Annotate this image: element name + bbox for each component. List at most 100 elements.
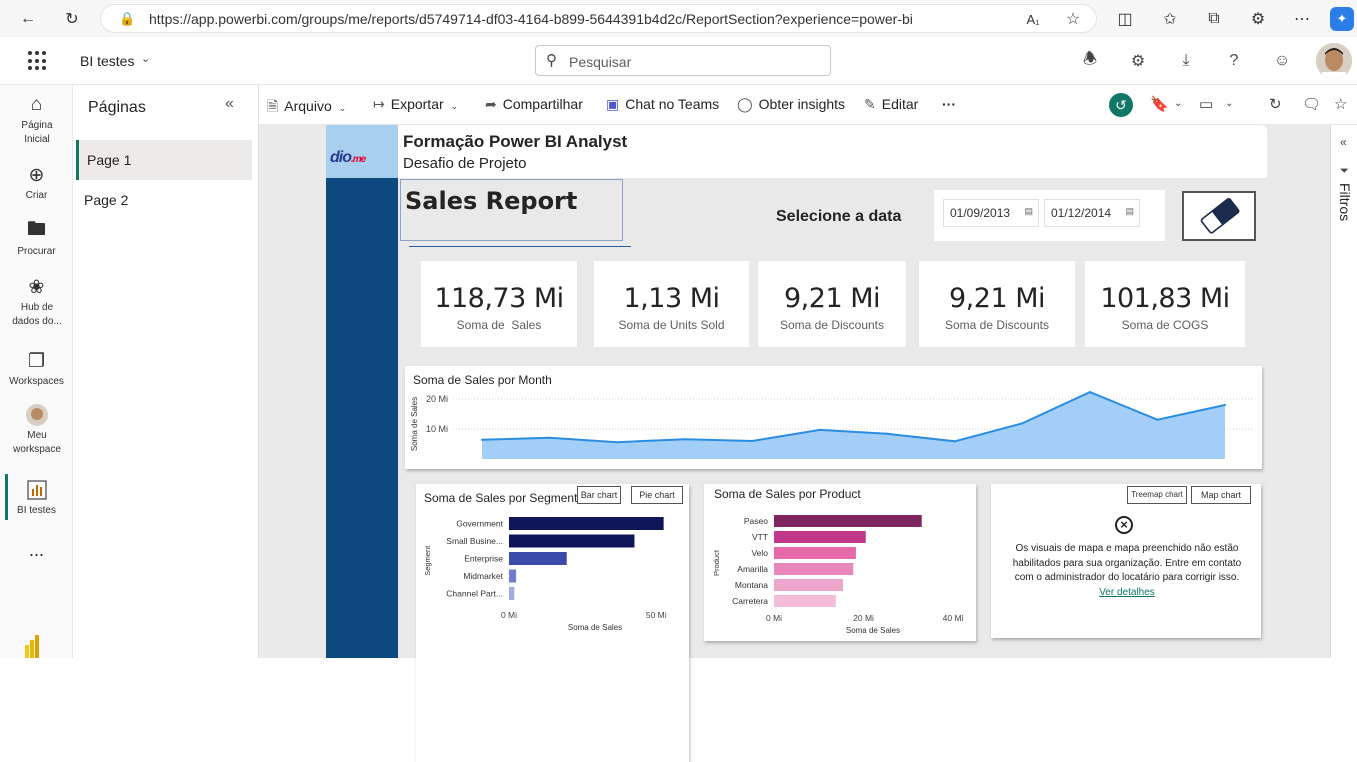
chevron-down-icon[interactable]: ⌄ xyxy=(1225,98,1234,109)
avatar[interactable] xyxy=(1316,43,1352,79)
bar xyxy=(774,531,866,543)
refresh-icon[interactable]: ↻ xyxy=(1269,96,1282,113)
arquivo-menu[interactable]: 🗎 Arquivo ⌄ xyxy=(267,96,346,120)
favorite-star-icon[interactable]: ☆ xyxy=(1334,96,1348,113)
data-point xyxy=(1021,422,1024,425)
date-to-value: 01/12/2014 xyxy=(1051,206,1112,220)
kpi-card-units[interactable]: 1,13 Mi Soma de Units Sold xyxy=(594,261,749,347)
title-strip: Formação Power BI Analyst Desafio de Pro… xyxy=(398,125,1267,178)
settings-gear-icon[interactable]: ⚙ xyxy=(1130,53,1146,70)
insights-label: Obter insights xyxy=(758,96,846,112)
view-icon[interactable]: ▭ xyxy=(1199,96,1214,113)
date-to-input[interactable]: 01/12/2014 ▤ xyxy=(1044,199,1140,227)
date-from-input[interactable]: 01/09/2013 ▤ xyxy=(943,199,1039,227)
chart-title: Soma de Sales por Segment xyxy=(424,491,578,505)
chevron-down-icon: ⌄ xyxy=(338,103,347,113)
page-tab-2[interactable]: Page 2 xyxy=(84,192,129,208)
exportar-menu[interactable]: ↦ Exportar ⌄ xyxy=(373,96,458,113)
kpi-card-discounts[interactable]: 9,21 Mi Soma de Discounts xyxy=(758,261,906,347)
y-axis-label: Product xyxy=(712,549,721,576)
compartilhar-button[interactable]: ➦ Compartilhar xyxy=(485,96,583,113)
nav-bi-testes[interactable]: BI testes xyxy=(0,478,73,518)
back-icon[interactable]: ← xyxy=(20,10,36,27)
teams-chat-button[interactable]: ▣ Chat no Teams xyxy=(606,96,719,113)
nav-my-workspace[interactable]: Meu workspace xyxy=(0,403,73,457)
treemap-chart-button[interactable]: Treemap chart xyxy=(1127,486,1187,504)
comment-icon[interactable]: 🗨 xyxy=(1302,96,1322,113)
feedback-icon[interactable]: ☺ xyxy=(1273,52,1291,69)
pie-chart-button[interactable]: Pie chart xyxy=(631,486,683,504)
x-tick-label: 50 Mi xyxy=(646,610,667,620)
address-bar[interactable]: 🔒 https://app.powerbi.com/groups/me/repo… xyxy=(100,4,1097,33)
category-label: Amarilla xyxy=(737,564,768,574)
export-arrow-icon: ↦ xyxy=(373,96,385,112)
kpi-card-cogs[interactable]: 101,83 Mi Soma de COGS xyxy=(1085,261,1245,347)
page-tab-1[interactable]: Page 1 xyxy=(76,140,252,180)
bar xyxy=(774,579,843,591)
nav-active-indicator xyxy=(5,474,8,520)
error-x-icon: × xyxy=(1115,516,1133,534)
sales-by-product-card[interactable]: Soma de Sales por Product Paseo VTT Velo Am… xyxy=(704,484,976,641)
folder-icon: 🖿 xyxy=(26,219,46,240)
favorites-icon[interactable]: ✩ xyxy=(1163,11,1177,28)
search-icon: ⚲ xyxy=(546,52,557,69)
logo-b: .me xyxy=(351,154,366,165)
nav-bi-testes-label: BI testes xyxy=(17,505,56,516)
sales-by-segment-card[interactable]: Soma de Sales por Segment Bar chart Pie … xyxy=(416,484,689,762)
arrow-right-icon[interactable]: → xyxy=(338,658,366,689)
copilot-icon[interactable]: ✦ xyxy=(1330,7,1354,31)
bar-chart-button[interactable]: Bar chart xyxy=(577,486,621,504)
kpi-card-sales[interactable]: 118,73 Mi Soma de Sales xyxy=(421,261,577,347)
read-aloud-icon[interactable]: A₁ xyxy=(1026,11,1040,27)
map-visual-card[interactable]: Treemap chart Map chart × Os visuais de … xyxy=(991,484,1261,638)
editar-button[interactable]: ✎ Editar xyxy=(864,96,918,113)
report-canvas: dio.me → Formação Power BI Analyst Desaf… xyxy=(259,125,1330,762)
more-options-button[interactable]: ··· xyxy=(942,96,956,112)
insights-button[interactable]: ◯ Obter insights xyxy=(737,96,845,113)
collections-icon[interactable]: ⧉ xyxy=(1208,10,1220,27)
file-icon: 🗎 xyxy=(267,98,279,114)
x-axis-label: Soma de Sales xyxy=(568,623,622,632)
report-toolbar: 🗎 Arquivo ⌄ ↦ Exportar ⌄ ➦ Compartilhar ▣ Chat… xyxy=(259,85,1357,125)
pages-title: Páginas xyxy=(88,99,146,116)
chevron-down-icon[interactable]: ⌄ xyxy=(1174,98,1183,109)
chevron-down-icon: ⌄ xyxy=(450,101,459,111)
data-point xyxy=(548,436,551,439)
data-point xyxy=(1156,418,1159,421)
category-label: Channel Part... xyxy=(446,589,503,599)
nav-more[interactable]: ... xyxy=(28,540,44,560)
nav-home[interactable]: ⌂ Página Inicial xyxy=(0,93,73,147)
workspace-name[interactable]: BI testes xyxy=(80,53,135,69)
expand-chevron-icon[interactable]: « xyxy=(1340,135,1347,149)
clear-filters-button[interactable] xyxy=(1182,191,1256,241)
workspaces-icon: ❐ xyxy=(27,350,46,372)
browser-menu-icon[interactable]: ⋯ xyxy=(1294,11,1310,28)
search-input[interactable]: ⚲ Pesquisar xyxy=(535,45,831,76)
reset-icon[interactable]: ↺ xyxy=(1109,93,1133,117)
notifications-icon[interactable]: 🕭 xyxy=(1082,50,1098,68)
chevron-down-icon[interactable]: ⌄ xyxy=(141,53,151,65)
nav-workspaces[interactable]: ❐ Workspaces xyxy=(0,349,73,389)
category-label: Enterprise xyxy=(464,554,503,564)
nav-browse[interactable]: 🖿 Procurar xyxy=(0,219,73,259)
split-screen-icon[interactable]: ◫ xyxy=(1117,11,1133,28)
help-icon[interactable]: ? xyxy=(1229,52,1239,69)
filters-label[interactable]: Filtros xyxy=(1337,183,1353,222)
kpi-label: Soma de Units Sold xyxy=(618,318,725,332)
url-text: https://app.powerbi.com/groups/me/report… xyxy=(149,11,913,27)
sales-by-month-chart[interactable]: Soma de Sales por Month Soma de Sales 10 … xyxy=(405,366,1262,469)
reload-icon[interactable]: ↻ xyxy=(65,11,79,28)
app-launcher-icon[interactable] xyxy=(28,51,48,71)
download-icon[interactable]: ⤓ xyxy=(1182,52,1190,69)
favorite-star-icon[interactable]: ☆ xyxy=(1065,11,1081,28)
nav-data-hub[interactable]: ❀ Hub de dados do... xyxy=(0,275,73,329)
nav-create[interactable]: ⊕ Criar xyxy=(0,163,73,203)
data-point xyxy=(683,438,686,441)
view-details-link[interactable]: Ver detalhes xyxy=(1099,586,1155,598)
date-from-value: 01/09/2013 xyxy=(950,206,1011,220)
bookmark-icon[interactable]: 🔖 xyxy=(1150,96,1169,113)
kpi-card-discounts-2[interactable]: 9,21 Mi Soma de Discounts xyxy=(919,261,1075,347)
map-chart-button[interactable]: Map chart xyxy=(1191,486,1251,504)
collapse-double-chevron-icon[interactable]: « xyxy=(225,95,234,112)
extensions-icon[interactable]: ⚙ xyxy=(1250,11,1266,28)
